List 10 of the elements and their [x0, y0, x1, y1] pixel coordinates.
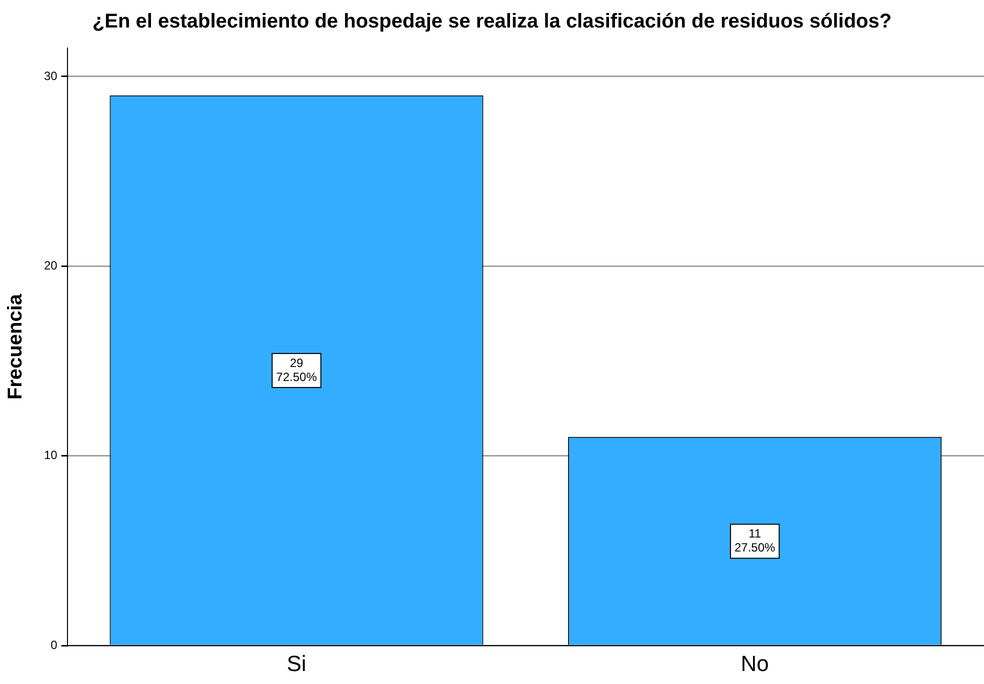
x-tick-label: No [740, 650, 769, 676]
y-tick-label: 0 [50, 638, 58, 652]
data-label: 11 27.50% [734, 526, 776, 555]
data-label: 29 72.50% [276, 356, 318, 384]
chart-title: ¿En el establecimiento de hospedaje se realiza la clasificación de residuos sólidos? [92, 10, 892, 33]
y-tick-label: 10 [44, 448, 58, 462]
y-tick-label: 30 [44, 68, 58, 83]
y-axis-title: Frecuencia [4, 293, 27, 400]
x-tick-label: Si [286, 650, 306, 676]
y-tick-label: 20 [44, 258, 58, 272]
